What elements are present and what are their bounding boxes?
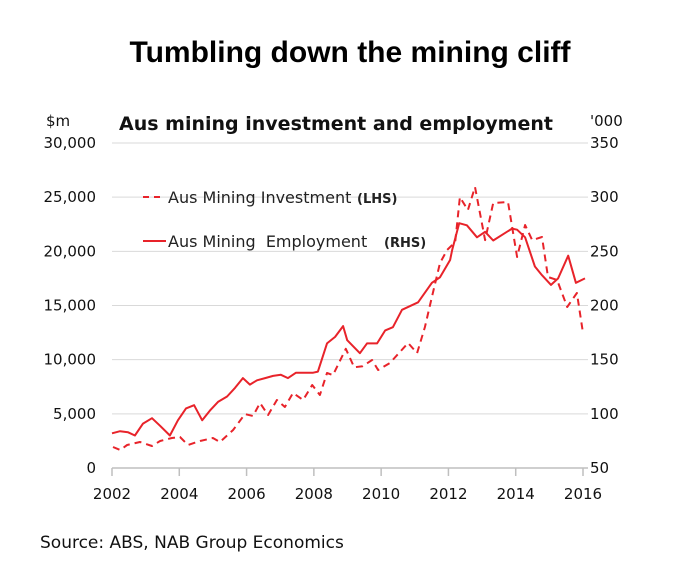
y-right-tick-label: 100 <box>590 405 619 423</box>
y-left-tick-label: 5,000 <box>53 405 96 423</box>
y-right-tick-label: 250 <box>590 242 619 260</box>
page-title: Tumbling down the mining cliff <box>129 36 571 69</box>
chart-title: Aus mining investment and employment <box>119 113 553 135</box>
legend-tag-employment: (RHS) <box>384 236 426 251</box>
left-axis-unit: $m <box>46 112 70 130</box>
x-tick-label: 2014 <box>497 485 535 503</box>
legend-label-employment: Aus Mining Employment <box>168 232 367 251</box>
y-right-tick-label: 150 <box>590 351 619 369</box>
series-line-employment <box>111 222 586 437</box>
y-right-tick-label: 350 <box>590 134 619 152</box>
legend: Aus Mining Investment (LHS) Aus Mining E… <box>143 188 426 251</box>
y-left-tick-label: 25,000 <box>44 188 97 206</box>
y-left-tick-label: 0 <box>86 459 96 477</box>
x-tick-label: 2004 <box>160 485 198 503</box>
series-line-investment <box>112 186 584 451</box>
legend-tag-investment: (LHS) <box>357 192 397 207</box>
x-tick-label: 2002 <box>93 485 131 503</box>
y-right-tick-label: 300 <box>590 188 619 206</box>
x-tick-label: 2008 <box>295 485 333 503</box>
y-right-tick-label: 50 <box>590 459 609 477</box>
x-tick-label: 2012 <box>429 485 467 503</box>
y-right-tick-label: 200 <box>590 297 619 315</box>
x-tick-label: 2010 <box>362 485 400 503</box>
source-note: Source: ABS, NAB Group Economics <box>40 533 344 553</box>
y-left-tick-label: 10,000 <box>44 351 97 369</box>
y-left-tick-label: 30,000 <box>44 134 97 152</box>
y-left-tick-label: 20,000 <box>44 242 97 260</box>
x-tick-label: 2006 <box>227 485 265 503</box>
right-axis-unit: '000 <box>590 112 623 130</box>
legend-label-investment: Aus Mining Investment <box>168 188 351 207</box>
x-tick-label: 2016 <box>564 485 602 503</box>
y-left-tick-label: 15,000 <box>44 297 97 315</box>
